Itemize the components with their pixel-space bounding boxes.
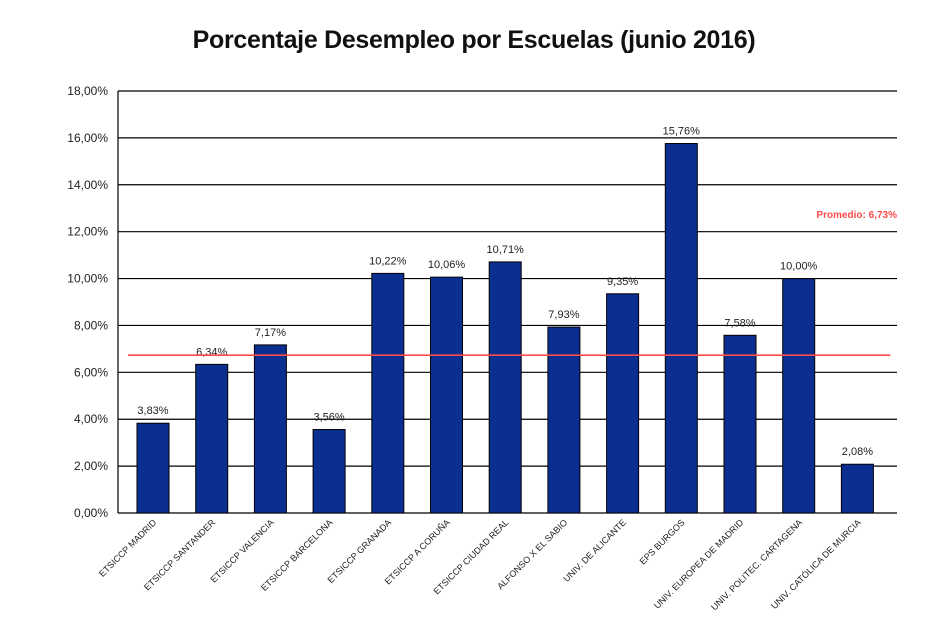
category-label: EPS BURGOS	[638, 517, 687, 566]
data-label: 15,76%	[663, 126, 701, 138]
data-label: 2,08%	[842, 446, 873, 458]
bar	[371, 272, 405, 514]
bar	[253, 344, 287, 514]
bar	[723, 334, 757, 514]
data-label: 7,17%	[255, 327, 286, 339]
bar	[195, 363, 229, 514]
y-tick-label: 0,00%	[74, 506, 108, 520]
bar	[136, 422, 170, 514]
bar	[606, 293, 640, 514]
data-label: 7,58%	[724, 317, 755, 329]
y-tick-label: 6,00%	[74, 365, 108, 379]
category-label: ETSICCP VALENCIA	[208, 517, 275, 584]
y-tick-label: 8,00%	[74, 318, 108, 332]
y-tick-label: 10,00%	[67, 272, 108, 286]
data-label: 3,83%	[137, 405, 168, 417]
category-label: ETSICCP MADRID	[97, 517, 159, 579]
data-label: 10,00%	[780, 261, 818, 273]
data-label: 6,34%	[196, 346, 227, 358]
bar	[782, 278, 816, 514]
category-label: UNIV. DE ALICANTE	[561, 517, 628, 584]
data-label: 3,56%	[313, 412, 344, 424]
y-tick-label: 4,00%	[74, 412, 108, 426]
bars	[136, 143, 874, 514]
y-tick-label: 14,00%	[67, 178, 108, 192]
data-label: 10,22%	[369, 255, 407, 267]
chart-title: Porcentaje Desempleo por Escuelas (junio…	[192, 26, 756, 54]
y-tick-label: 2,00%	[74, 459, 108, 473]
average-line-group: Promedio: 6,73%	[128, 210, 897, 357]
category-label: ETSICCP GRANADA	[325, 517, 393, 585]
data-labels: 3,83% 6,34% 7,17% 3,56% 10,22% 10,06% 10,71% 7,…	[137, 126, 873, 459]
average-label: Promedio: 6,73%	[816, 210, 897, 221]
bar	[840, 463, 874, 514]
data-label: 9,35%	[607, 276, 638, 288]
data-label: 10,06%	[428, 259, 466, 271]
data-label: 10,71%	[487, 244, 525, 256]
category-label: ETSICCP A CORUÑA	[383, 517, 452, 586]
data-label: 7,93%	[548, 309, 579, 321]
y-tick-label: 16,00%	[67, 131, 108, 145]
bar	[664, 143, 698, 514]
bar	[488, 261, 522, 514]
y-tick-label: 18,00%	[67, 84, 108, 98]
y-tick-label: 12,00%	[67, 225, 108, 239]
bar	[547, 326, 581, 514]
y-axis-ticks: 0,00% 2,00% 4,00% 6,00% 8,00% 10,00% 12,00% 14,…	[67, 84, 108, 520]
bar	[312, 429, 346, 514]
bar	[430, 276, 463, 514]
